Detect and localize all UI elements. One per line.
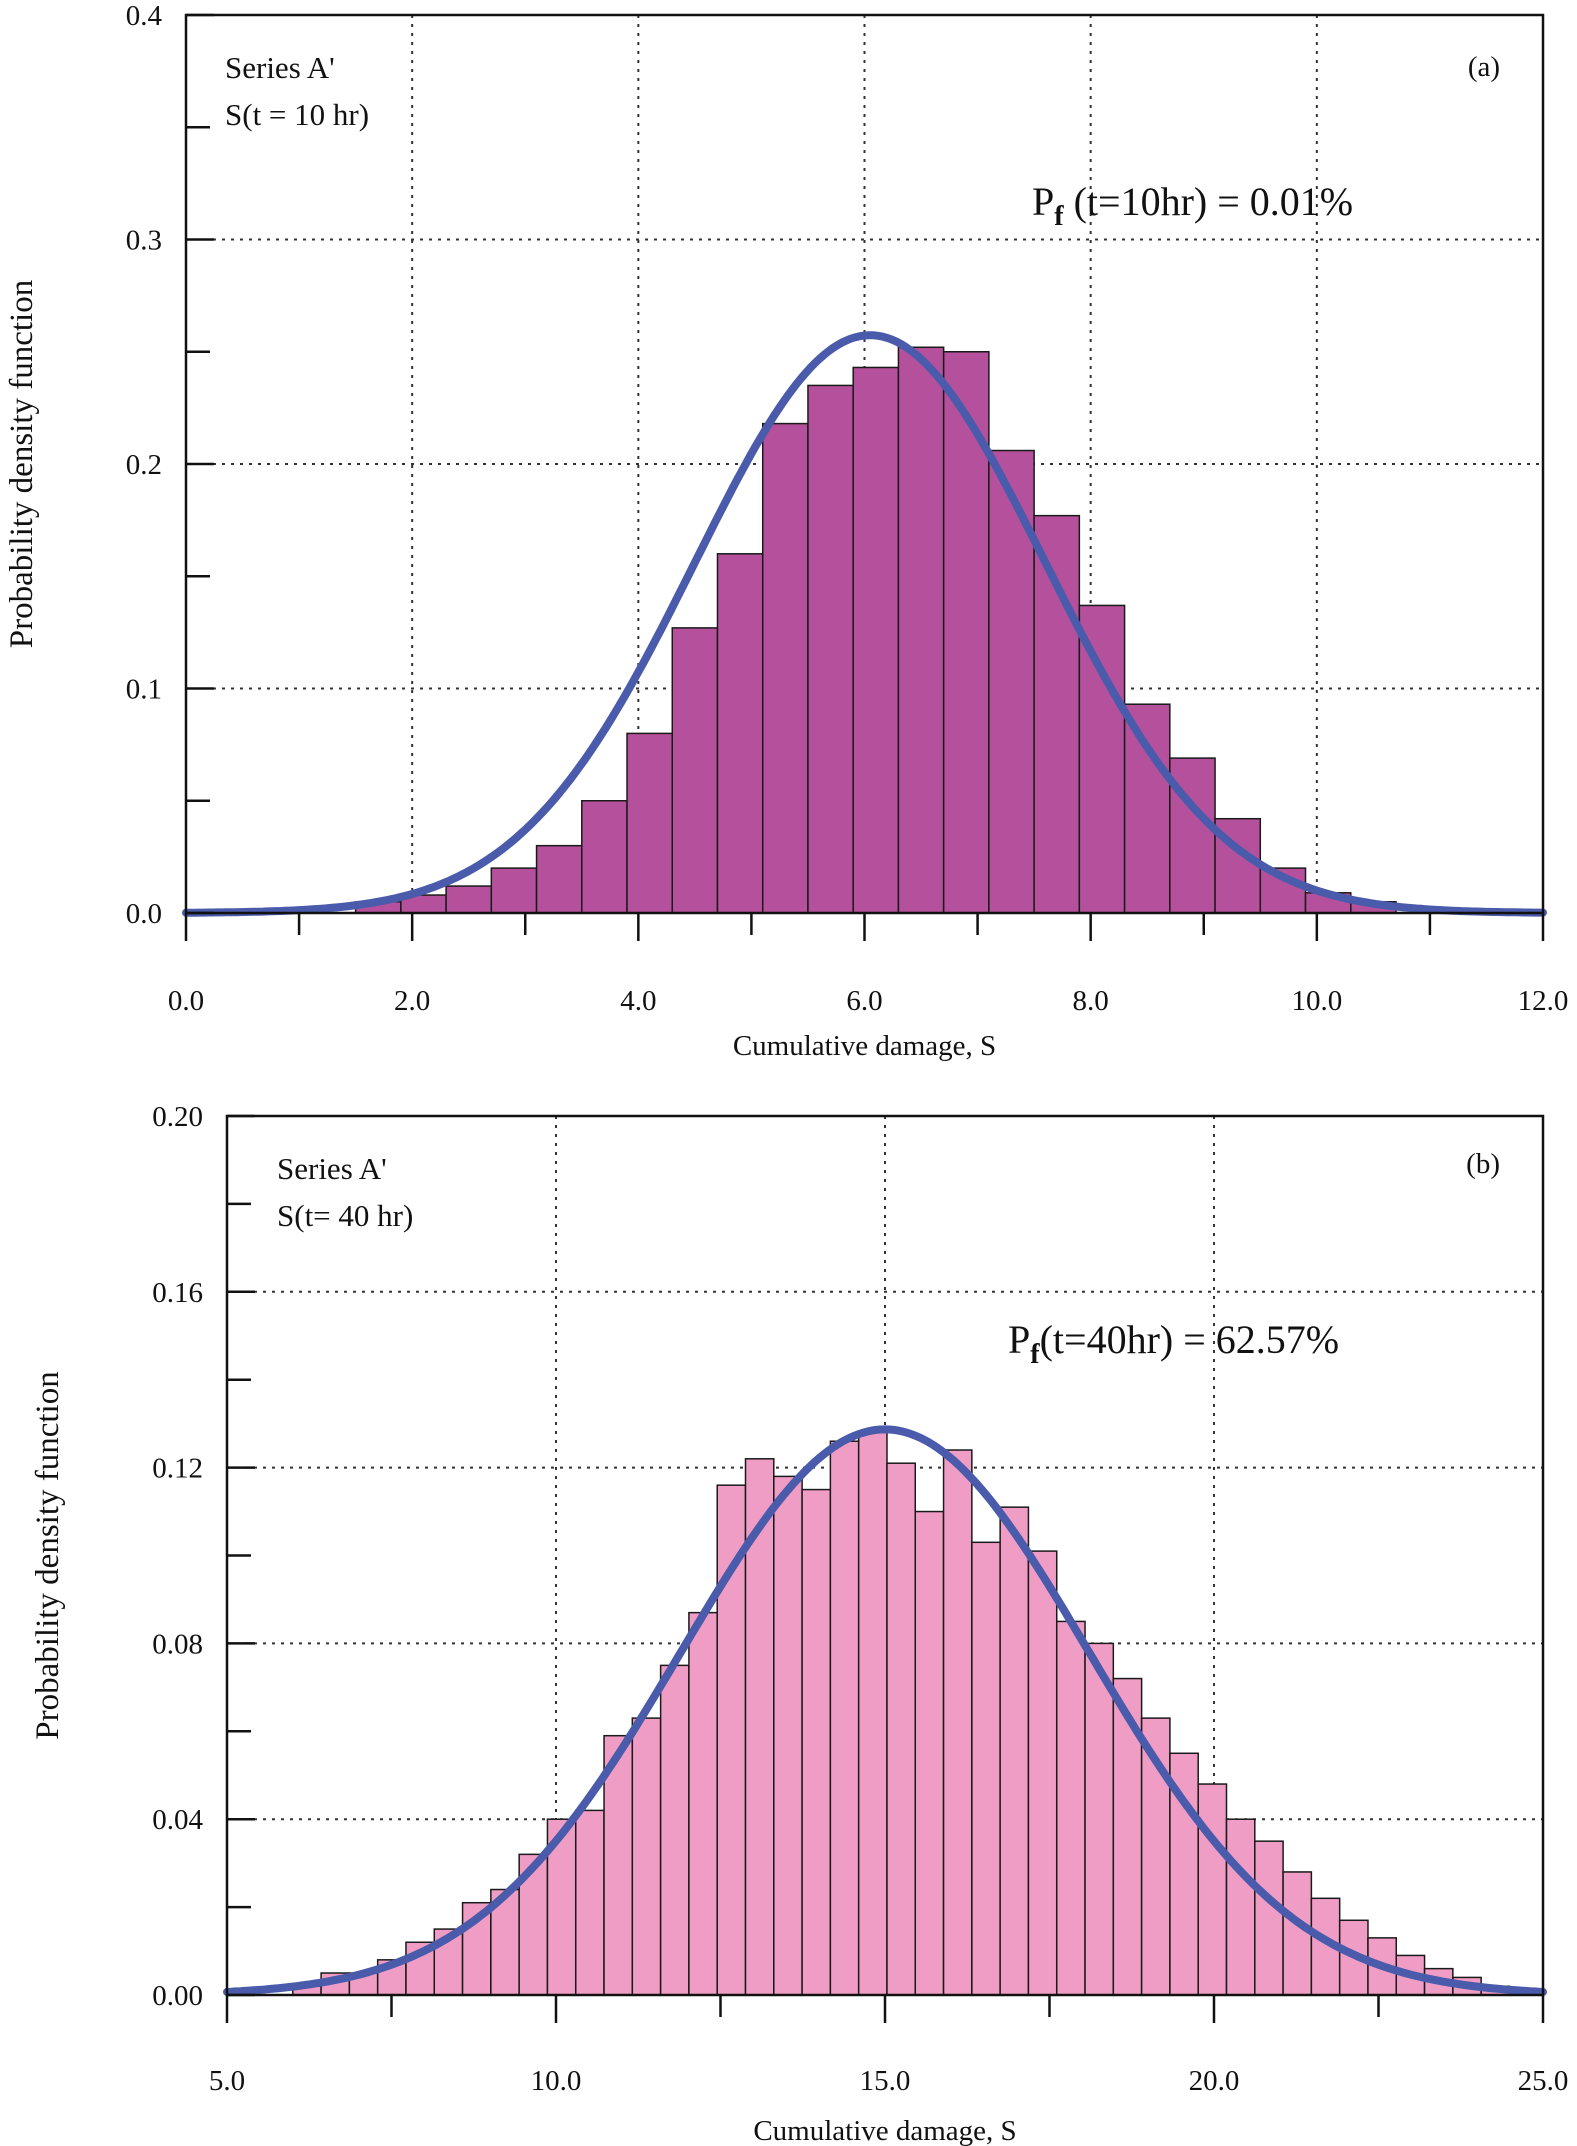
histogram-bar [773,1475,803,1996]
histogram-bar [807,384,854,914]
y-tick-label: 0.4 [126,0,163,32]
pf-value: (t=10hr) = 0.01% [1064,179,1354,224]
histogram-bar [716,553,764,914]
histogram-bar [829,1440,860,1996]
axis-ticks [225,1114,1545,2023]
x-tick-label: 8.0 [1073,985,1109,1017]
panel-label: (a) [1468,51,1500,83]
histogram-bar [445,885,493,914]
histogram-bar [801,1488,832,1996]
y-tick-label: 0.04 [152,1804,203,1836]
histogram-bar [1078,604,1126,914]
y-tick-labels: 0.00 0.04 0.08 0.12 0.16 0.20 [152,1101,203,2012]
y-tick-label: 0.0 [126,898,162,930]
histogram-bars [354,346,1397,914]
x-tick-label: 6.0 [846,985,882,1017]
pf-subscript: f [1030,1339,1040,1370]
pf-subscript: f [1054,201,1064,232]
time-annotation: S(t = 10 hr) [225,97,369,132]
series-annotation: Series A' [225,50,335,85]
histogram-bar [1027,1550,1058,1996]
x-tick-label: 2.0 [394,985,430,1017]
failure-probability-annotation: Pf(t=40hr) = 62.57% [1008,1317,1339,1370]
y-tick-label: 0.16 [152,1277,203,1309]
y-axis-label: Probability density function [30,1371,66,1739]
x-tick-label: 10.0 [531,2065,582,2097]
y-axis-label: Probability density function [4,280,40,648]
y-tick-label: 0.20 [152,1101,203,1133]
pf-symbol: P [1008,1317,1030,1362]
failure-probability-annotation: Pf (t=10hr) = 0.01% [1032,179,1353,232]
fit-curve [223,1425,1547,1996]
histogram-bar [1084,1642,1115,1996]
y-tick-label: 0.2 [126,449,162,481]
histogram-bar [999,1506,1030,1996]
histogram-bar [744,1458,775,1996]
pf-symbol: P [1032,179,1054,224]
histogram-bar [761,422,809,914]
histogram-bar [688,1611,718,1996]
histogram-bar [581,800,628,914]
histogram-bar [886,1462,917,1996]
histogram-bar [1225,1818,1256,1996]
histogram-bars [292,1431,1511,1996]
histogram-bar [574,1809,605,1996]
x-tick-labels: 5.0 10.0 15.0 20.0 25.0 [209,2065,1569,2097]
histogram-bar [971,1541,1001,1996]
histogram-bar [914,1510,945,1996]
series-annotation: Series A' [277,1151,387,1186]
y-tick-label: 0.00 [152,1980,203,2012]
x-tick-label: 5.0 [209,2065,245,2097]
x-tick-label: 0.0 [168,985,204,1017]
fit-curve [182,331,1547,917]
y-tick-label: 0.3 [126,225,162,257]
x-tick-labels: 0.0 2.0 4.0 6.0 8.0 10.0 12.0 [168,985,1569,1017]
histogram-bar [671,627,719,914]
histogram-bar [897,346,945,914]
histogram-bar [1282,1871,1313,1996]
x-tick-label: 12.0 [1518,985,1569,1017]
histogram-bar [1055,1620,1086,1996]
histogram-bar [1197,1783,1228,1996]
x-tick-label: 4.0 [620,985,656,1017]
histogram-bar [716,1484,747,1996]
y-tick-label: 0.12 [152,1453,203,1485]
x-axis-label: Cumulative damage, S [733,1030,996,1062]
histogram-bar [852,366,900,914]
histogram-bar [1033,514,1081,914]
histogram-bar [942,1449,973,1996]
histogram-bar [535,844,583,914]
histogram-bar [1123,703,1171,914]
histogram-bar [626,732,674,914]
y-tick-label: 0.08 [152,1628,203,1660]
axis-ticks [184,13,1545,941]
x-tick-label: 20.0 [1189,2065,1240,2097]
histogram-bar [1254,1840,1284,1996]
y-tick-labels: 0.0 0.1 0.2 0.3 0.4 [126,0,163,930]
y-tick-label: 0.1 [126,674,162,706]
histogram-bar [631,1717,662,1996]
x-tick-label: 10.0 [1291,985,1342,1017]
pf-value: (t=40hr) = 62.57% [1040,1317,1340,1362]
histogram-bar [490,867,538,914]
chart-panel-b: 5.0 10.0 15.0 20.0 25.0 0.00 0.04 0.08 0.12 0.16… [30,1101,1568,2146]
x-tick-label: 15.0 [860,2065,911,2097]
panel-label: (b) [1466,1148,1500,1180]
x-tick-label: 25.0 [1518,2065,1569,2097]
histogram-bar [857,1431,888,1996]
time-annotation: S(t= 40 hr) [277,1198,413,1233]
chart-panel-a: 0.0 2.0 4.0 6.0 8.0 10.0 12.0 0.00.10.20.30.4 … [4,0,1568,1062]
histogram-bar [659,1664,690,1996]
x-axis-label: Cumulative damage, S [753,2115,1016,2146]
